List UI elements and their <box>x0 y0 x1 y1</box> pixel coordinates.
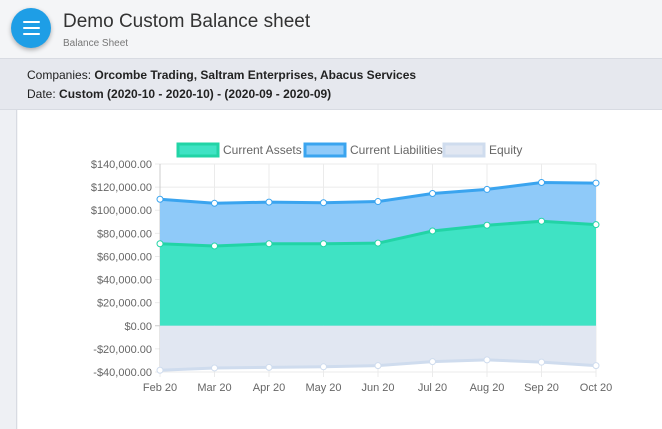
x-tick-label: Aug 20 <box>470 382 505 394</box>
data-point <box>156 195 164 203</box>
hamburger-icon-bar <box>22 33 40 35</box>
legend-swatch <box>176 142 220 158</box>
app-header: Demo Custom Balance sheet Balance Sheet <box>0 0 662 58</box>
page-subtitle: Balance Sheet <box>63 38 129 49</box>
data-point <box>592 179 600 187</box>
menu-button[interactable] <box>11 8 51 48</box>
y-tick-label: $120,000.00 <box>91 182 152 194</box>
data-point <box>265 198 273 206</box>
left-sidebar-strip <box>0 110 17 429</box>
date-filter[interactable]: Date: Custom (2020-10 - 2020-10) - (2020… <box>27 87 331 101</box>
y-tick-label: $80,000.00 <box>97 228 152 240</box>
y-tick-label: $60,000.00 <box>97 251 152 263</box>
y-tick-label: $40,000.00 <box>97 275 152 287</box>
y-tick-label: -$40,000.00 <box>93 367 152 379</box>
date-value: Custom (2020-10 - 2020-10) - (2020-09 - … <box>59 87 332 101</box>
data-point <box>429 227 436 235</box>
balance-chart: $140,000.00 $120,000.00 $100,000.00 $80,000… <box>91 142 612 394</box>
y-tick-label: -$20,000.00 <box>93 344 152 356</box>
legend-label: Equity <box>489 143 522 157</box>
y-tick-label: $100,000.00 <box>91 205 152 217</box>
data-point <box>156 366 164 374</box>
y-tick-label: $20,000.00 <box>97 298 152 310</box>
data-point <box>374 362 382 370</box>
legend-swatch <box>442 142 486 158</box>
page-title: Demo Custom Balance sheet <box>63 11 311 32</box>
data-point <box>429 189 436 197</box>
filter-bar: Companies: Orcombe Trading, Saltram Ente… <box>0 58 662 110</box>
x-tick-label: Jul 20 <box>418 382 447 394</box>
y-tick-label: $0.00 <box>124 321 152 333</box>
hamburger-icon <box>22 21 40 23</box>
data-point <box>592 362 600 370</box>
chart-card: $140,000.00 $120,000.00 $100,000.00 $80,000… <box>18 110 662 429</box>
series-area <box>160 221 596 326</box>
data-point <box>156 240 164 248</box>
data-point <box>211 199 218 207</box>
x-tick-label: May 20 <box>305 382 341 394</box>
data-point <box>320 240 327 248</box>
legend-swatch <box>303 142 347 158</box>
data-point <box>211 242 218 250</box>
x-tick-label: Mar 20 <box>197 382 231 394</box>
data-point <box>592 221 600 229</box>
data-point <box>429 358 436 366</box>
data-point <box>483 185 491 193</box>
date-label: Date: <box>27 87 56 101</box>
data-point <box>483 356 491 364</box>
companies-value: Orcombe Trading, Saltram Enterprises, Ab… <box>94 68 417 82</box>
data-point <box>538 217 545 225</box>
x-tick-label: Feb 20 <box>143 382 177 394</box>
data-point <box>538 178 545 186</box>
y-tick-label: $140,000.00 <box>91 159 152 171</box>
hamburger-icon-bar <box>22 27 40 29</box>
companies-label: Companies: <box>27 68 92 82</box>
legend-label: Current Liabilities <box>350 143 443 157</box>
x-tick-label: Apr 20 <box>253 382 285 394</box>
data-point <box>320 363 327 371</box>
data-point <box>265 240 273 248</box>
x-tick-label: Jun 20 <box>361 382 394 394</box>
legend-label: Current Assets <box>223 143 302 157</box>
data-point <box>538 358 545 366</box>
data-point <box>265 363 273 371</box>
companies-filter[interactable]: Companies: Orcombe Trading, Saltram Ente… <box>27 68 416 82</box>
x-tick-label: Sep 20 <box>524 382 559 394</box>
data-point <box>211 364 218 372</box>
data-point <box>483 221 491 229</box>
data-point <box>374 239 382 247</box>
x-tick-label: Oct 20 <box>580 382 612 394</box>
data-point <box>320 199 327 207</box>
data-point <box>374 198 382 206</box>
